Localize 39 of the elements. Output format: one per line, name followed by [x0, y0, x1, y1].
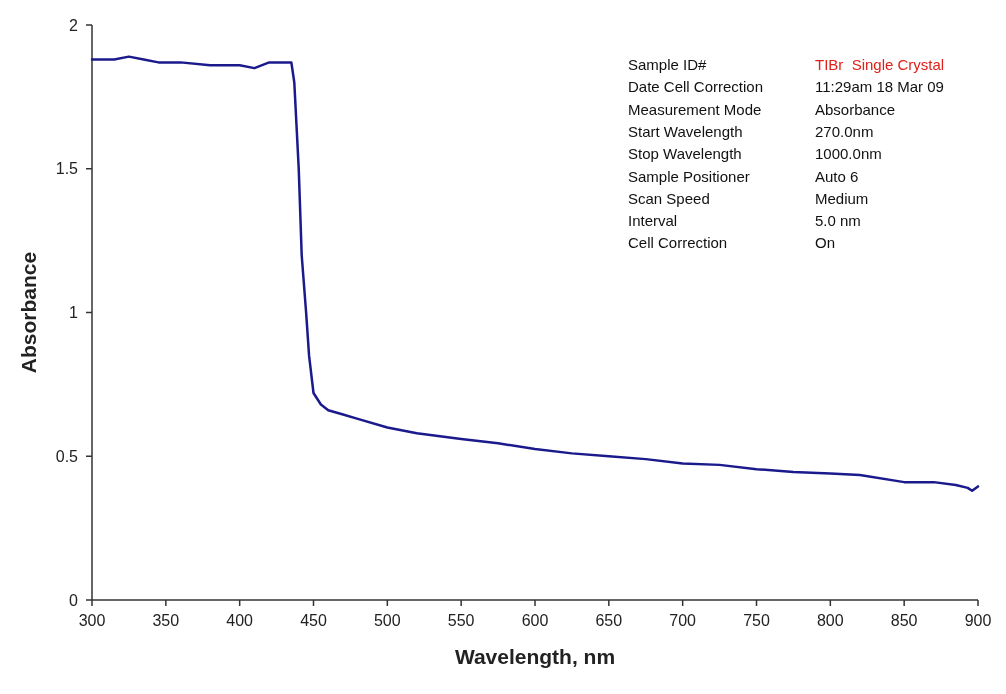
x-tick-label: 450 — [300, 612, 327, 629]
x-tick-label: 750 — [743, 612, 770, 629]
x-tick-label: 550 — [447, 612, 475, 629]
x-tick-label: 400 — [226, 612, 254, 629]
y-tick-label: 2 — [69, 16, 79, 34]
annotation: 1000.0nm — [815, 145, 882, 163]
annotation: Sample Positioner — [628, 167, 750, 185]
annotation: On — [815, 234, 836, 252]
y-tick-label: 1 — [69, 304, 79, 322]
y-tick-label: 1.5 — [55, 160, 79, 178]
annotation: Absorbance — [815, 100, 896, 118]
annotation: Cell Correction — [628, 234, 728, 252]
x-tick-label: 650 — [595, 612, 623, 629]
annotation: Medium — [815, 189, 869, 207]
annotation: TIBr Single Crystal — [815, 56, 945, 73]
x-tick-label: 300 — [78, 612, 106, 629]
annotation: Interval — [628, 212, 678, 230]
y-tick-label: 0 — [69, 591, 79, 609]
annotation: Stop Wavelength — [628, 145, 742, 163]
annotation: Start Wavelength — [628, 122, 743, 140]
annotation: 5.0 nm — [815, 212, 861, 230]
y-tick-label: 0.5 — [55, 447, 79, 465]
annotation: 11:29am 18 Mar 09 — [815, 78, 944, 96]
annotation: Sample ID# — [628, 56, 708, 73]
x-tick-label: 600 — [521, 612, 549, 629]
x-tick-label: 850 — [890, 612, 918, 629]
x-axis-title: Wavelength, nm — [454, 645, 616, 668]
annotation: 270.0nm — [815, 122, 874, 140]
x-tick-label: 350 — [152, 612, 180, 629]
line-series — [90, 55, 980, 492]
y-axis-title: Absorbance — [17, 251, 40, 374]
x-tick-label: 700 — [669, 612, 697, 629]
x-tick-label: 800 — [816, 612, 844, 629]
x-tick-label: 500 — [373, 612, 401, 629]
annotation: Date Cell Correction — [628, 78, 764, 96]
annotation: Scan Speed — [628, 189, 710, 207]
annotation: Measurement Mode — [628, 100, 762, 118]
annotation: Auto 6 — [815, 167, 859, 185]
x-tick-label: 900 — [964, 612, 992, 629]
